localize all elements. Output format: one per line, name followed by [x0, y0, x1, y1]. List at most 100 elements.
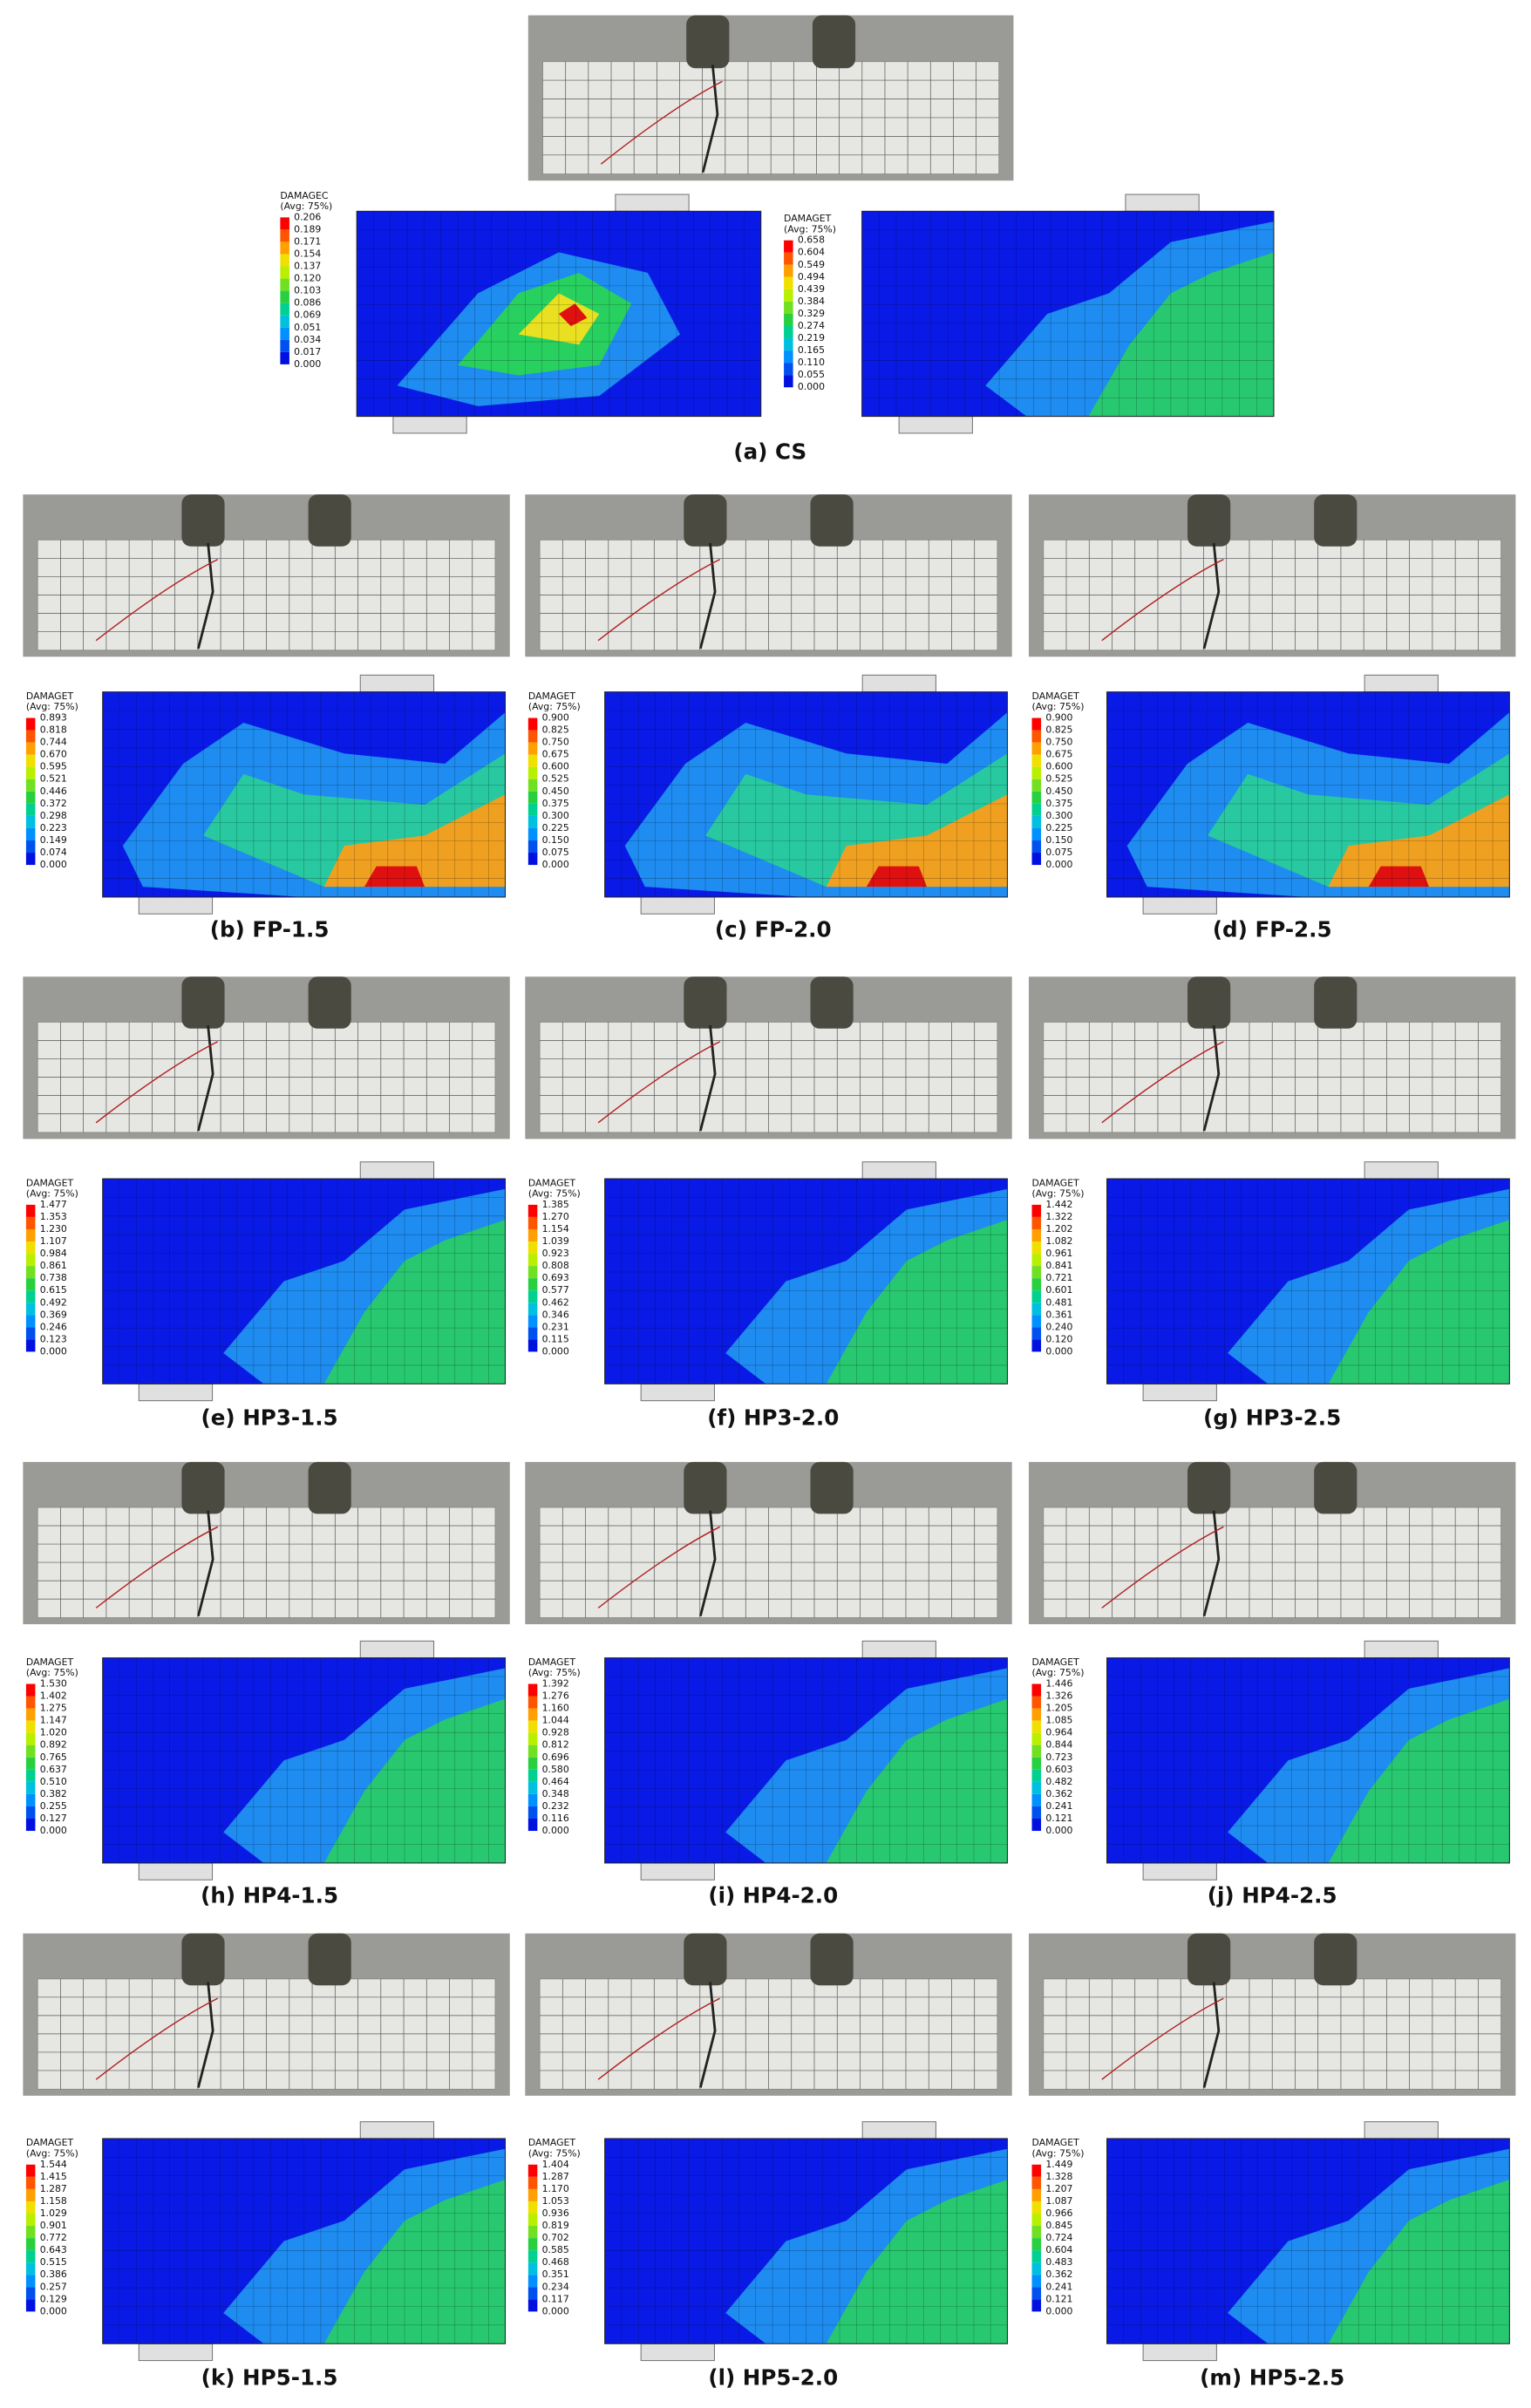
damage-zone: [826, 2180, 1008, 2344]
legend-level: 1.404: [542, 2159, 569, 2170]
legend-swatch: [280, 217, 289, 230]
legend-level: 0.724: [1045, 2232, 1072, 2243]
contour-frame: [102, 1178, 507, 1384]
legend-swatch: [280, 303, 289, 316]
mesh: [102, 691, 506, 897]
legend-swatch: [527, 1769, 538, 1782]
caption: (e) HP3-1.5: [201, 1405, 338, 1431]
legend-level: 0.375: [542, 798, 569, 809]
legend-level: 0.844: [1045, 1739, 1072, 1751]
contour-frame: [604, 691, 1008, 898]
legend-swatch: [527, 1757, 538, 1770]
legend-swatch: [25, 1303, 36, 1316]
legend-swatch: [1031, 791, 1042, 804]
legend-swatch: [784, 240, 793, 253]
legend-swatch: [527, 1327, 538, 1340]
legend-level: 0.468: [542, 2256, 569, 2268]
legend-level: 0.604: [798, 247, 825, 258]
legend-avg: (Avg: 75%): [1032, 701, 1085, 712]
legend-level: 0.494: [798, 271, 825, 282]
legend-level: 1.477: [40, 1199, 67, 1210]
legend-level: 0.603: [1045, 1764, 1072, 1775]
legend-level: 0.936: [542, 2207, 569, 2219]
mesh: [604, 691, 1008, 897]
legend-level: 0.129: [40, 2293, 67, 2304]
loading-head: [810, 1933, 854, 1986]
legend-avg: (Avg: 75%): [528, 2148, 581, 2160]
legend-level: 0.150: [542, 834, 569, 846]
legend-level: 0.510: [40, 1776, 67, 1787]
legend-level: 0.369: [40, 1309, 67, 1320]
legend-swatch: [25, 754, 36, 767]
legend-level: 0.818: [40, 724, 67, 736]
legend-swatch: [527, 1204, 538, 1217]
loading-head: [1187, 1933, 1231, 1986]
crack-marking: [1101, 1526, 1224, 1609]
legend-level: 0.901: [40, 2220, 67, 2231]
legend-level: 1.287: [542, 2171, 569, 2182]
legend-avg: (Avg: 75%): [528, 1667, 581, 1678]
contour-frame: [102, 691, 507, 898]
damage-zone: [558, 303, 588, 327]
contour-frame: [1106, 1657, 1510, 1864]
mesh: [604, 2138, 1008, 2344]
support-plate-bottom: [640, 1862, 716, 1881]
legend-swatch: [1031, 754, 1042, 767]
damage-zone: [1088, 252, 1274, 417]
legend-swatch: [25, 827, 36, 840]
legend-title: DAMAGET: [26, 2137, 74, 2148]
legend-swatch: [527, 1793, 538, 1806]
legend-level: 1.170: [542, 2183, 569, 2194]
damage-zone: [1328, 2180, 1510, 2344]
legend-level: 0.257: [40, 2281, 67, 2292]
legend-level: 1.287: [40, 2183, 67, 2194]
legend-level: 0.000: [294, 358, 321, 370]
legend-level: 0.382: [40, 1788, 67, 1799]
caption: (b) FP-1.5: [210, 917, 330, 942]
loading-head: [686, 15, 730, 69]
legend-level: 0.643: [40, 2244, 67, 2255]
legend-title: DAMAGET: [528, 1177, 576, 1188]
loading-head: [181, 976, 225, 1029]
legend-swatch: [527, 2188, 538, 2201]
legend-swatch: [25, 1818, 36, 1832]
support-plate-bottom: [1142, 896, 1217, 915]
legend-level: 1.029: [40, 2207, 67, 2219]
legend-level: 1.087: [1045, 2195, 1072, 2207]
legend-level: 0.127: [40, 1813, 67, 1824]
support-plate-bottom: [1142, 2343, 1217, 2362]
legend-level: 0.966: [1045, 2207, 1072, 2219]
crack-marking: [95, 1997, 219, 2080]
caption: (i) HP4-2.0: [708, 1883, 838, 1908]
crack-marking: [597, 1997, 720, 2080]
legend-level: 1.544: [40, 2159, 67, 2170]
legend-swatch: [1031, 1254, 1042, 1267]
legend-level: 0.702: [542, 2232, 569, 2243]
legend-swatch: [1031, 742, 1042, 755]
legend-level: 0.121: [1045, 2293, 1072, 2304]
legend-swatch: [1031, 815, 1042, 828]
support-plate-bottom: [640, 1383, 716, 1402]
legend-level: 1.402: [40, 1690, 67, 1702]
legend-level: 0.450: [542, 786, 569, 797]
legend-level: 1.385: [542, 1199, 569, 1210]
legend-level: 1.442: [1045, 1199, 1072, 1210]
crack-marking: [1101, 1041, 1224, 1124]
legend-level: 0.693: [542, 1272, 569, 1283]
legend-level: 0.600: [1045, 761, 1072, 772]
contour-frame: [1106, 1178, 1510, 1384]
legend-swatch: [527, 2201, 538, 2214]
legend-title: DAMAGET: [26, 690, 74, 702]
legend-level: 1.085: [1045, 1715, 1072, 1726]
legend-swatch: [527, 2299, 538, 2312]
caption: (d) FP-2.5: [1213, 917, 1332, 942]
legend-level: 0.386: [40, 2269, 67, 2280]
legend-swatch: [784, 313, 793, 327]
loading-head: [684, 494, 727, 547]
legend-swatch: [280, 229, 289, 242]
legend-level: 0.861: [40, 1260, 67, 1271]
legend-level: 0.525: [1045, 773, 1072, 785]
contour-frame: [356, 210, 762, 418]
legend-swatch: [25, 2164, 36, 2177]
legend-swatch: [25, 730, 36, 743]
